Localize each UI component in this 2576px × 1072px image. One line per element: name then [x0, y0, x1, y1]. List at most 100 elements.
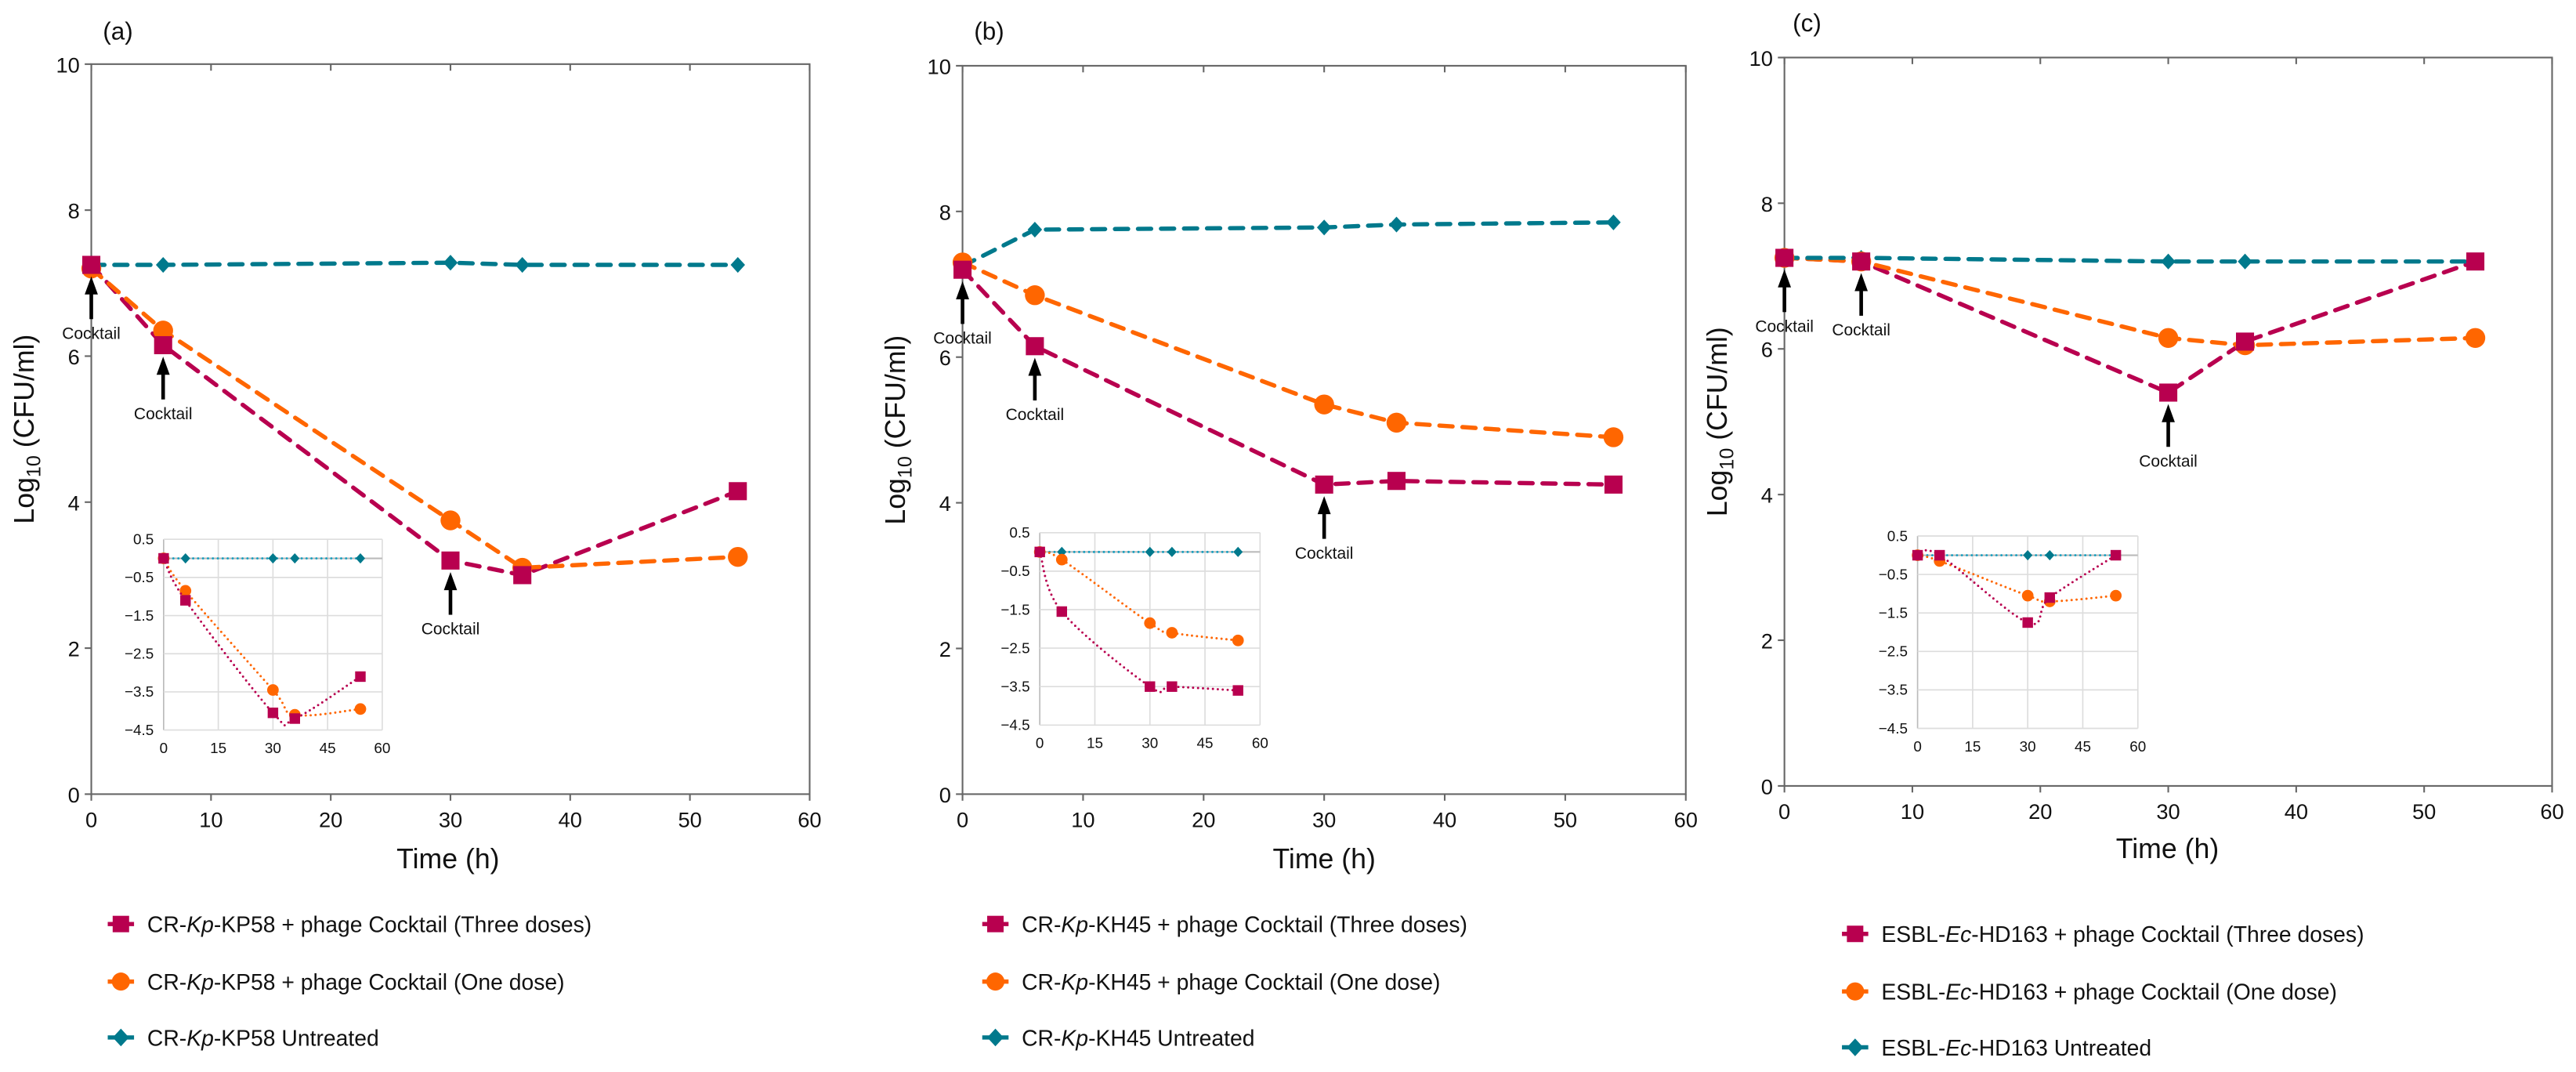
legend-label: CR-Kp-KP58 Untreated: [147, 1026, 379, 1051]
legend-label: CR-Kp-KP58 + phage Cocktail (Three doses…: [147, 913, 592, 938]
inset-point-untreated: [180, 552, 190, 564]
y-axis-label-log: Log: [1702, 470, 1733, 517]
legend-marker-untreated: [987, 1028, 1004, 1047]
inset-x-tick-label: 30: [265, 741, 281, 757]
inset-y-tick-label: −4.5: [125, 723, 154, 739]
inset-point-one: [267, 684, 279, 696]
legend-item-one: CR-Kp-KP58 + phage Cocktail (One dose): [107, 970, 565, 995]
inset-point-three: [158, 552, 169, 564]
legend-label-prefix: CR-: [147, 970, 186, 995]
legend-label-species: Ec: [1945, 922, 1971, 947]
inset-x-tick-label: 60: [1252, 736, 1268, 752]
y-tick-label: 2: [1761, 629, 1773, 654]
legend-label-prefix: CR-: [1022, 970, 1061, 995]
x-axis-label: Time (h): [396, 843, 499, 875]
legend-label-prefix: ESBL-: [1881, 922, 1945, 947]
inset-x-tick-label: 15: [210, 741, 226, 757]
legend-item-one: ESBL-Ec-HD163 + phage Cocktail (One dose…: [1842, 980, 2337, 1005]
y-axis-label-log: Log: [9, 477, 40, 524]
inset-point-untreated: [356, 552, 366, 564]
inset-point-three: [289, 713, 301, 724]
y-axis-label-subscript: 10: [23, 455, 45, 477]
inset-y-tick-label: −2.5: [125, 646, 154, 663]
legend-label-prefix: CR-: [1022, 913, 1061, 938]
inset-point-untreated: [1233, 546, 1243, 557]
inset-x-tick-label: 15: [1087, 736, 1103, 752]
arrow-head-icon: [1778, 269, 1792, 288]
inset-chart: 0 15 30 45 60 0.5 −0.5 −1.5 −2.5 −3.5 −4.5: [1000, 525, 1268, 752]
x-tick-label: 30: [1312, 807, 1336, 831]
legend-label-rest: -KP58 + phage Cocktail (One dose): [214, 970, 565, 995]
x-tick-label: 20: [1192, 807, 1215, 831]
cocktail-annotation: Cocktail: [933, 330, 992, 348]
legend-label-prefix: CR-: [147, 1026, 186, 1051]
y-tick-label: 6: [68, 345, 80, 369]
data-point-untreated: [1316, 219, 1332, 236]
inset-x-tick-label: 15: [1964, 739, 1981, 755]
inset-x-tick-label: 45: [320, 741, 336, 757]
legend-marker-three: [987, 915, 1004, 933]
legend-label-rest: -KP58 Untreated: [214, 1026, 379, 1051]
legend-marker-one: [111, 972, 130, 991]
y-axis-label-units: (CFU/ml): [9, 335, 40, 455]
data-point-untreated: [1606, 214, 1621, 230]
data-point-three: [441, 551, 460, 570]
legend-item-untreated: CR-Kp-KP58 Untreated: [107, 1026, 379, 1051]
y-tick-label: 0: [939, 783, 951, 807]
data-point-untreated: [155, 256, 171, 273]
legend-label-rest: -HD163 + phage Cocktail (Three doses): [1971, 922, 2364, 947]
x-tick-label: 60: [798, 807, 821, 831]
legend-label-rest: -KH45 + phage Cocktail (Three doses): [1088, 913, 1467, 938]
legend-marker-one: [1846, 982, 1865, 1001]
inset-x-tick-label: 0: [1913, 739, 1922, 755]
legend-item-three: CR-Kp-KH45 + phage Cocktail (Three doses…: [982, 913, 1467, 938]
arrow-head-icon: [1028, 357, 1042, 376]
cocktail-annotation: Cocktail: [1006, 406, 1065, 424]
legend-marker-untreated: [112, 1028, 129, 1047]
series-line-untreated: [960, 220, 1616, 269]
inset-x-tick-label: 60: [2129, 739, 2146, 755]
x-tick-label: 30: [439, 807, 462, 831]
inset-point-three: [2022, 617, 2033, 628]
inset-y-tick-label: −0.5: [1000, 563, 1029, 580]
inset-point-untreated: [1145, 546, 1155, 557]
inset-trend-one: [1038, 550, 1239, 642]
y-tick-label: 2: [939, 637, 951, 661]
arrow-head-icon: [1317, 496, 1331, 515]
arrow-head-icon: [1854, 273, 1869, 292]
arrow-head-icon: [85, 276, 98, 295]
inset-trend-three: [162, 557, 362, 727]
inset-point-three: [1056, 606, 1068, 617]
inset-x-tick-label: 60: [374, 741, 390, 757]
cocktail-annotation: Cocktail: [421, 621, 480, 639]
inset-point-three: [1912, 549, 1923, 561]
inset-y-tick-label: −1.5: [125, 608, 154, 625]
legend-label: CR-Kp-KH45 + phage Cocktail (One dose): [1022, 970, 1440, 995]
y-tick-label: 8: [68, 199, 80, 223]
data-point-one: [2465, 328, 2486, 348]
y-tick-label: 8: [1761, 192, 1773, 216]
data-point-one: [2158, 328, 2179, 348]
x-tick-label: 50: [1554, 807, 1577, 831]
y-tick-label: 4: [939, 491, 951, 516]
inset-chart: 0 15 30 45 60 0.5 −0.5 −1.5 −2.5 −3.5 −4.5: [1879, 528, 2147, 755]
legend-marker-three: [112, 915, 129, 933]
panel-label: (b): [974, 17, 1004, 45]
x-tick-label: 10: [199, 807, 223, 831]
x-tick-label: 0: [1778, 799, 1790, 824]
y-tick-label: 10: [1749, 46, 1773, 71]
inset-point-untreated: [268, 552, 278, 564]
inset-x-tick-label: 30: [2020, 739, 2036, 755]
inset-point-one: [1166, 627, 1178, 639]
legend-label-rest: -HD163 Untreated: [1971, 1036, 2151, 1061]
plot-frame: [961, 64, 1687, 795]
legend-item-one: CR-Kp-KH45 + phage Cocktail (One dose): [982, 970, 1440, 995]
data-point-three: [729, 482, 747, 501]
inset-trend-three: [1038, 550, 1239, 694]
x-tick-label: 50: [2412, 799, 2436, 824]
y-tick-label: 10: [56, 53, 80, 77]
inset-y-tick-label: −4.5: [1000, 718, 1029, 734]
inset-y-tick-label: −1.5: [1000, 602, 1029, 618]
data-point-untreated: [1389, 216, 1404, 233]
